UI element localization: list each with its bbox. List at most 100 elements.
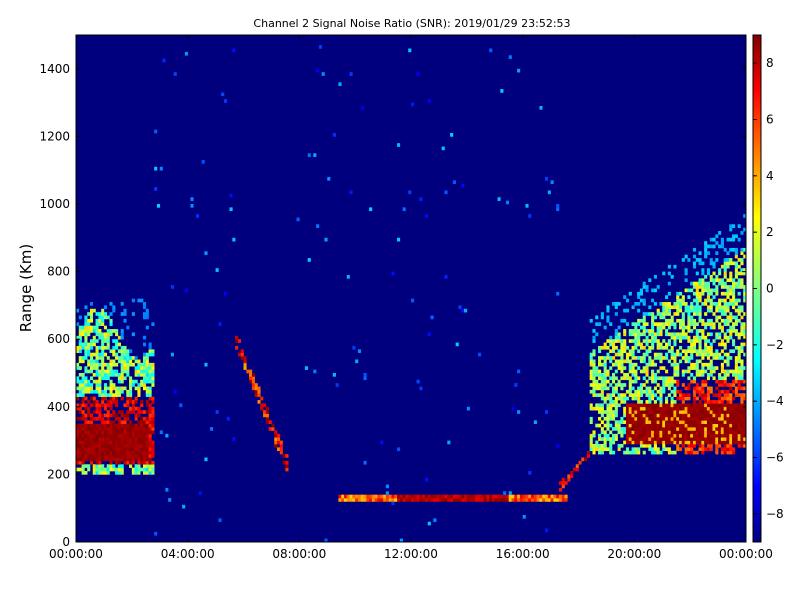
heatmap-cell	[112, 345, 116, 350]
heatmap-cell	[279, 443, 283, 448]
heatmap-cell	[143, 471, 147, 475]
heatmap-cell	[98, 440, 102, 445]
heatmap-cell	[676, 362, 680, 367]
heatmap-cell	[740, 285, 744, 289]
heatmap-cell	[732, 423, 736, 428]
heatmap-cell	[637, 376, 641, 381]
heatmap-cell	[101, 416, 105, 421]
heatmap-cell	[115, 467, 119, 472]
heatmap-cell	[106, 369, 110, 374]
heatmap-cell	[695, 416, 699, 421]
heatmap-cell	[123, 345, 127, 350]
heatmap-cell	[95, 369, 99, 374]
heatmap-cell	[134, 457, 138, 462]
heatmap-cell	[653, 393, 657, 397]
heatmap-cell	[690, 413, 694, 418]
heatmap-cell	[98, 318, 102, 323]
heatmap-cell	[653, 403, 657, 408]
heatmap-cell	[648, 447, 652, 452]
heatmap-cell	[603, 366, 607, 370]
heatmap-cell	[665, 423, 669, 428]
heatmap-cell	[120, 389, 124, 394]
heatmap-cell	[282, 454, 286, 458]
heatmap-cell	[78, 467, 82, 472]
heatmap-cell	[612, 437, 616, 441]
heatmap-cell	[123, 356, 127, 360]
heatmap-cell	[723, 393, 727, 397]
heatmap-cell	[95, 454, 99, 458]
heatmap-cell	[656, 308, 660, 313]
heatmap-cell	[76, 308, 80, 313]
heatmap-cell	[592, 339, 596, 343]
heatmap-cell	[679, 430, 683, 435]
heatmap-cell	[600, 389, 604, 394]
heatmap-cell	[115, 416, 119, 421]
heatmap-cell	[92, 359, 96, 364]
heatmap-cell	[729, 413, 733, 418]
heatmap-cell	[726, 440, 730, 445]
heatmap-cell	[681, 383, 685, 387]
heatmap-cell	[137, 447, 141, 452]
heatmap-cell	[109, 443, 113, 448]
heatmap-cell	[123, 352, 127, 357]
heatmap-cell	[95, 423, 99, 428]
heatmap-cell	[101, 447, 105, 452]
heatmap-cell	[92, 373, 96, 377]
heatmap-cell	[478, 494, 482, 499]
heatmap-cell	[274, 437, 278, 441]
heatmap-cell	[712, 264, 716, 269]
heatmap-cell	[667, 383, 671, 387]
heatmap-cell	[357, 494, 362, 499]
heatmap-cell	[399, 538, 403, 543]
heatmap-cell	[134, 430, 138, 435]
heatmap-cell	[726, 329, 730, 333]
heatmap-cell	[718, 433, 722, 438]
heatmap-cell	[667, 291, 671, 296]
heatmap-cell	[84, 454, 88, 458]
heatmap-cell	[659, 403, 663, 408]
heatmap-cell	[690, 410, 694, 414]
heatmap-cell	[115, 352, 119, 357]
heatmap-cell	[695, 369, 699, 374]
heatmap-cell	[98, 369, 102, 374]
heatmap-cell	[653, 356, 657, 360]
heatmap-cell	[505, 498, 510, 502]
heatmap-cell	[603, 410, 607, 414]
heatmap-cell	[687, 430, 691, 435]
heatmap-cell	[631, 366, 635, 370]
heatmap-cell	[120, 396, 124, 401]
heatmap-cell	[235, 335, 239, 340]
heatmap-cell	[606, 423, 610, 428]
heatmap-cell	[653, 274, 657, 279]
heatmap-cell	[639, 427, 644, 431]
heatmap-cell	[726, 264, 730, 269]
heatmap-cell	[346, 494, 350, 499]
heatmap-cell	[109, 362, 113, 367]
heatmap-cell	[651, 406, 655, 411]
heatmap-cell	[723, 332, 727, 337]
heatmap-cell	[452, 494, 456, 499]
heatmap-cell	[235, 345, 239, 350]
heatmap-cell	[740, 366, 744, 370]
heatmap-cell	[662, 315, 666, 320]
heatmap-cell	[690, 443, 694, 448]
heatmap-cell	[698, 352, 702, 357]
heatmap-cell	[734, 427, 738, 431]
heatmap-cell	[620, 386, 624, 391]
heatmap-cell	[78, 366, 82, 370]
heatmap-cell	[101, 400, 105, 404]
heatmap-cell	[106, 464, 110, 468]
heatmap-cell	[715, 433, 719, 438]
heatmap-cell	[628, 386, 632, 391]
heatmap-cell	[240, 352, 244, 357]
heatmap-cell	[704, 302, 708, 306]
heatmap-cell	[681, 373, 685, 377]
heatmap-cell	[670, 345, 674, 350]
heatmap-cell	[687, 295, 691, 299]
heatmap-cell	[109, 302, 113, 306]
heatmap-cell	[115, 396, 119, 401]
heatmap-cell	[600, 410, 604, 414]
heatmap-cell	[662, 383, 666, 387]
heatmap-cell	[614, 359, 618, 364]
heatmap-cell	[134, 356, 138, 360]
